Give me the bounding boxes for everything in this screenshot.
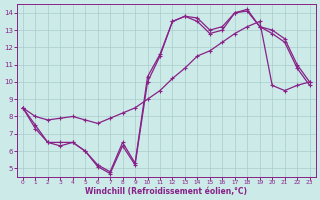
X-axis label: Windchill (Refroidissement éolien,°C): Windchill (Refroidissement éolien,°C) bbox=[85, 187, 247, 196]
